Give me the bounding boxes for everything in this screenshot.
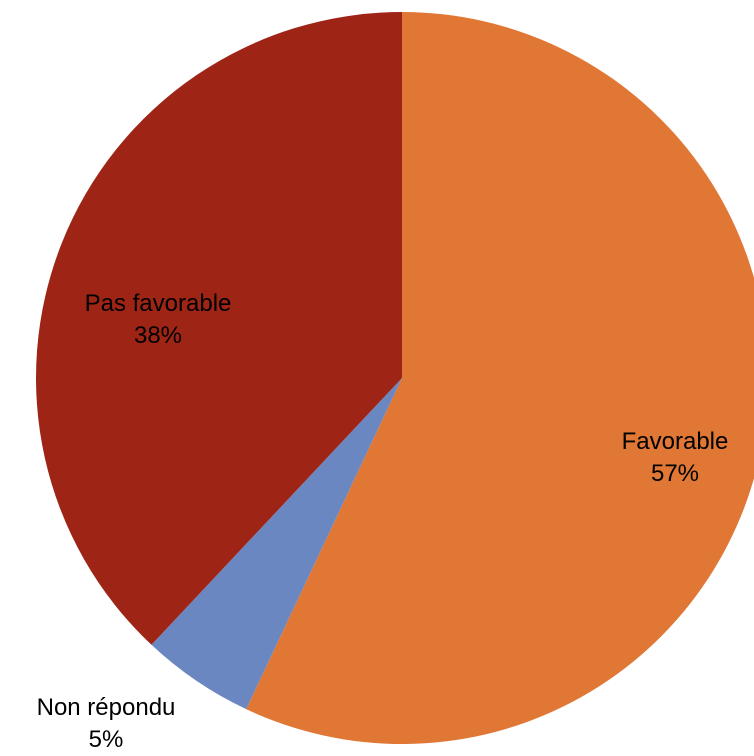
slice-label-favorable: Favorable 57% bbox=[622, 426, 729, 490]
slice-percent-label: 5% bbox=[88, 726, 124, 753]
pie-slice-non-r-pondu bbox=[151, 378, 402, 710]
slice-label-non-repondu: Non répondu 5% bbox=[37, 692, 176, 756]
slice-category-label: Non répondu bbox=[36, 694, 176, 721]
slice-percent-label: 57% bbox=[650, 460, 700, 487]
slice-percent-label: 38% bbox=[133, 322, 183, 349]
slice-category-label: Pas favorable bbox=[84, 290, 232, 317]
slice-category-label: Favorable bbox=[621, 428, 729, 455]
pie-slice-favorable bbox=[246, 12, 754, 744]
pie-slice-pas-favorable bbox=[36, 12, 402, 645]
slice-label-pas-favorable: Pas favorable 38% bbox=[85, 288, 232, 352]
